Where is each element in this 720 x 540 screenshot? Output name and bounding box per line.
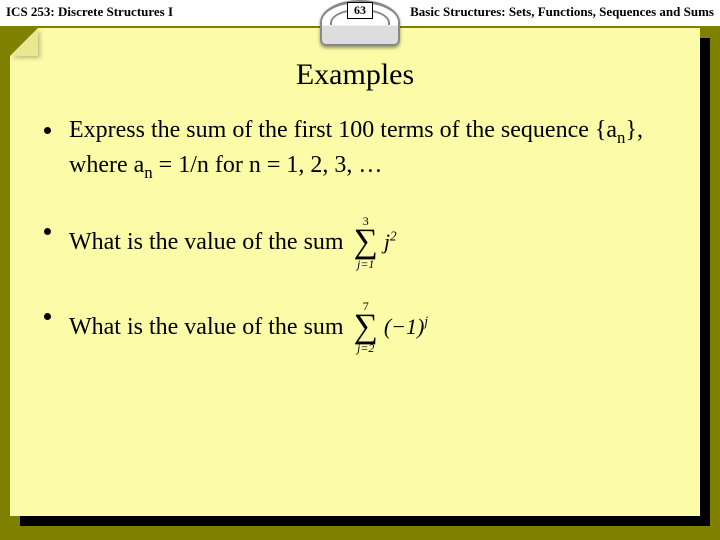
note-corner-fold xyxy=(10,28,38,56)
bullet-item-3: What is the value of the sum 7 ∑ j=2 (−1… xyxy=(44,300,680,355)
page-number: 63 xyxy=(347,2,373,19)
bullet-text-2: What is the value of the sum 3 ∑ j=1 j2 xyxy=(69,215,680,270)
bullet-text-3: What is the value of the sum 7 ∑ j=2 (−1… xyxy=(69,300,680,355)
bullet-item-2: What is the value of the sum 3 ∑ j=1 j2 xyxy=(44,215,680,270)
course-code: ICS 253: Discrete Structures I xyxy=(6,4,173,20)
bullet-dot-icon xyxy=(44,127,51,134)
sigma-icon: 7 ∑ j=2 xyxy=(354,300,378,355)
chapter-title: Basic Structures: Sets, Functions, Seque… xyxy=(410,4,714,20)
bullet-dot-icon xyxy=(44,228,51,235)
bullet-text-1: Express the sum of the first 100 terms o… xyxy=(69,114,680,185)
bullet-item-1: Express the sum of the first 100 terms o… xyxy=(44,114,680,185)
sigma-icon: 3 ∑ j=1 xyxy=(354,215,378,270)
bullet-dot-icon xyxy=(44,313,51,320)
slide-title: Examples xyxy=(10,58,700,92)
bullet-list: Express the sum of the first 100 terms o… xyxy=(10,114,700,354)
slide-note: Examples Express the sum of the first 10… xyxy=(10,28,700,516)
